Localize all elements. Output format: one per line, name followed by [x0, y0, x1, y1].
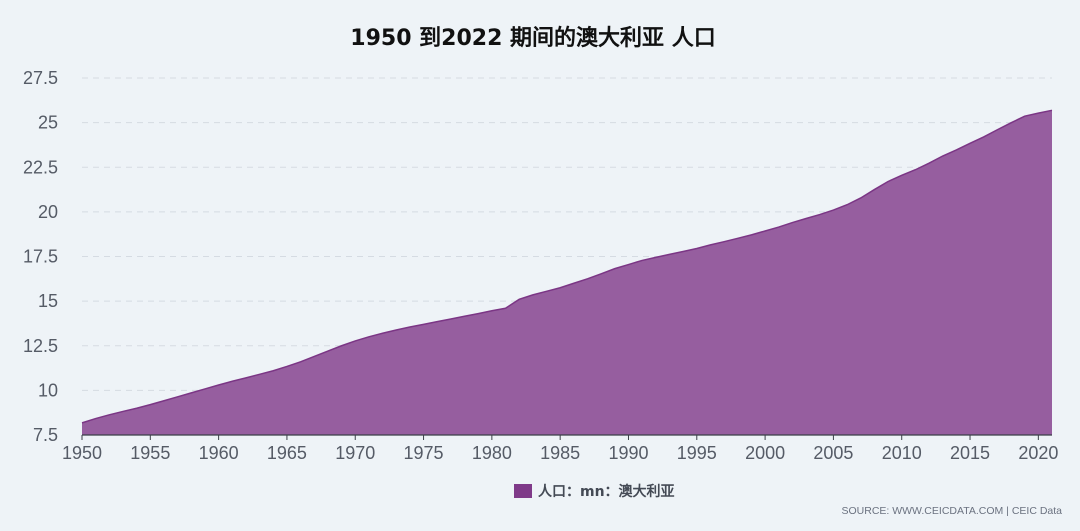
axes: 7.5 10 12.5 15 17.5 20 22.5 25 27.5 1950 1955 1960 1…: [23, 68, 1058, 463]
y-tick-label: 22.5: [23, 157, 58, 177]
x-tick-label: 2000: [745, 443, 785, 463]
x-tick-label: 1955: [130, 443, 170, 463]
source-note: SOURCE: WWW.CEICDATA.COM | CEIC Data: [841, 505, 1062, 517]
x-tick-label: 1965: [267, 443, 307, 463]
x-tick-label: 1980: [472, 443, 512, 463]
x-tick-label: 1960: [199, 443, 239, 463]
y-tick-label: 12.5: [23, 336, 58, 356]
y-tick-label: 17.5: [23, 247, 58, 267]
x-tick-label: 1975: [404, 443, 444, 463]
x-tick-label: 1985: [540, 443, 580, 463]
legend[interactable]: 人口：mn：澳大利亚: [514, 483, 675, 500]
x-tick-label: 1950: [62, 443, 102, 463]
y-tick-label: 25: [38, 113, 58, 133]
population-area[interactable]: [82, 110, 1052, 435]
x-tick-label: 1970: [335, 443, 375, 463]
y-tick-label: 27.5: [23, 68, 58, 88]
y-tick-label: 15: [38, 291, 58, 311]
x-tick-label: 2015: [950, 443, 990, 463]
x-tick-label: 1990: [608, 443, 648, 463]
x-tick-label: 2010: [882, 443, 922, 463]
y-tick-label: 10: [38, 380, 58, 400]
legend-swatch[interactable]: [514, 484, 532, 498]
population-line: [81, 109, 1053, 424]
plot-area: [81, 109, 1053, 435]
x-tick-label: 2020: [1018, 443, 1058, 463]
chart-title: 1950 到2022 期间的澳大利亚 人口: [350, 25, 715, 51]
x-tick-label: 1995: [677, 443, 717, 463]
y-tick-label: 20: [38, 202, 58, 222]
x-tick-label: 2005: [813, 443, 853, 463]
y-tick-label: 7.5: [33, 425, 58, 445]
legend-label[interactable]: 人口：mn：澳大利亚: [538, 483, 675, 500]
